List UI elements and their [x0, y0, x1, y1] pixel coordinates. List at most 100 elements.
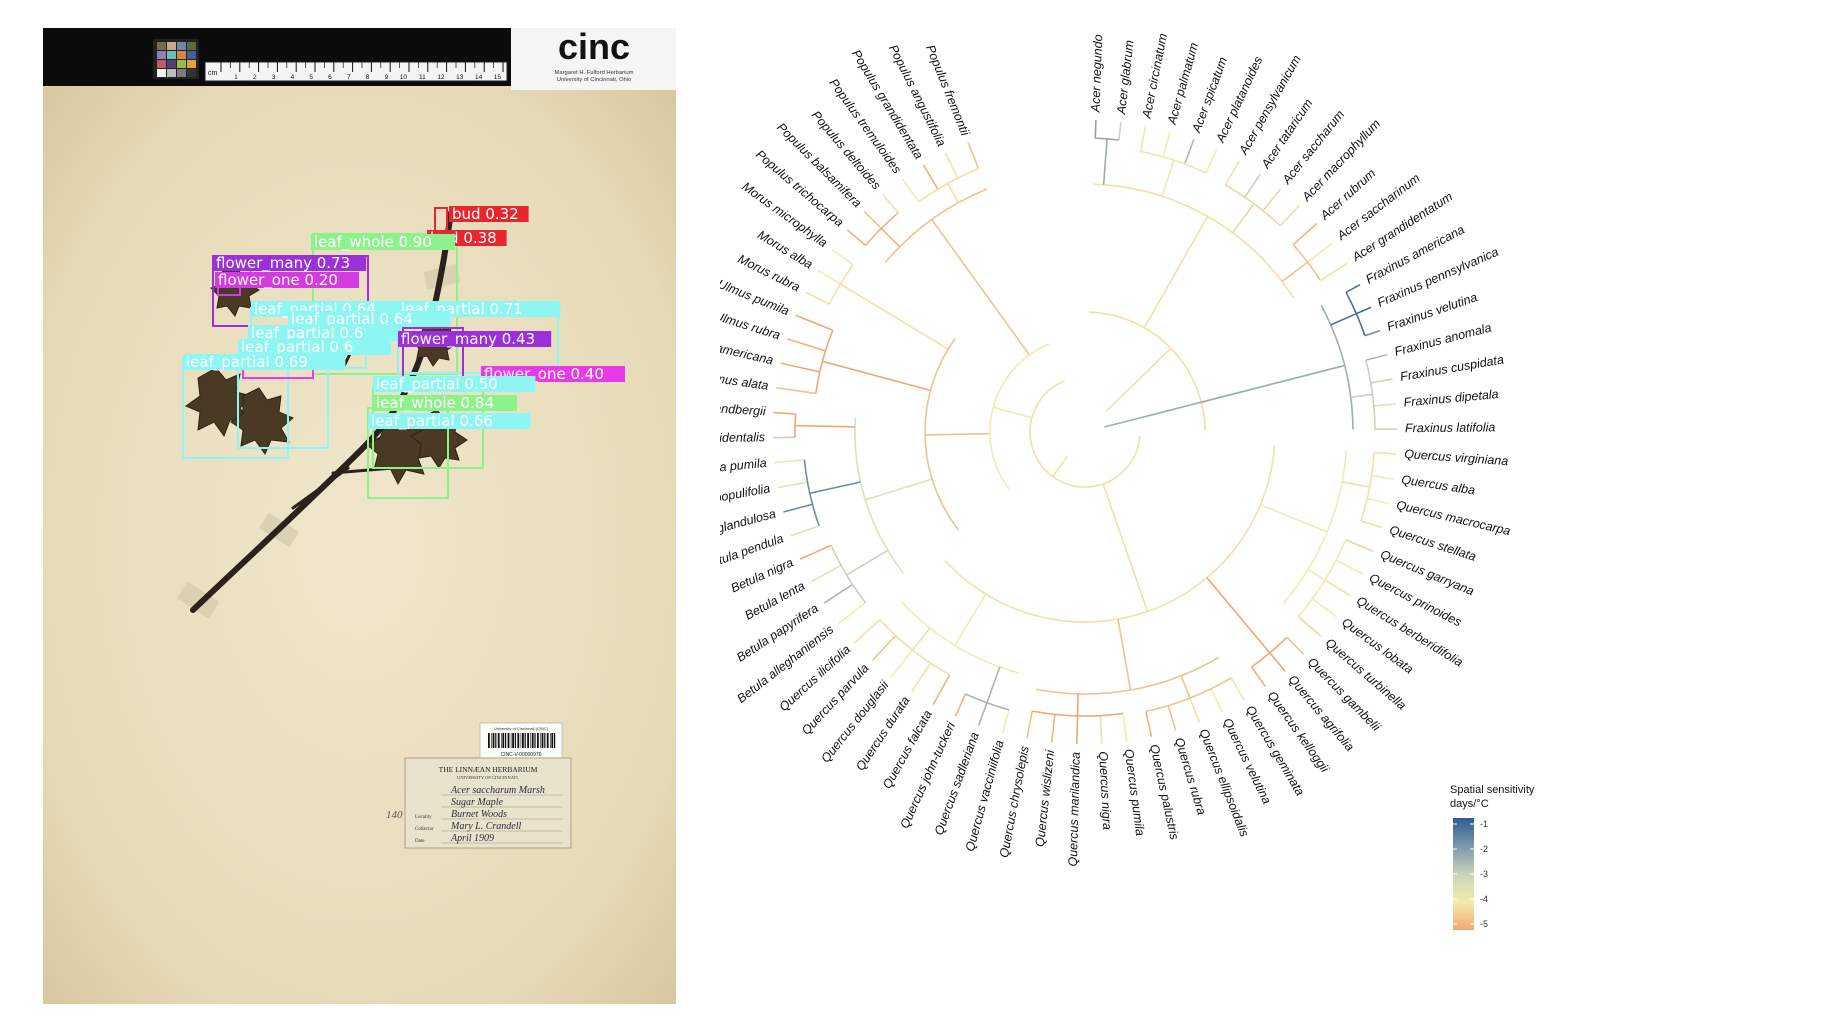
tree-branch-radial	[1105, 347, 1172, 412]
tree-branch-radial	[1374, 451, 1397, 455]
tree-branch-radial	[1161, 159, 1175, 197]
tree-branch-radial	[839, 283, 949, 350]
tree-branch-radial	[1180, 675, 1191, 699]
detection-tag: leaf_whole 0.90	[311, 233, 455, 252]
detection-label-text: flower_many 0.43	[401, 330, 535, 349]
detection-label-text: leaf_partial 0.64	[291, 310, 413, 329]
tree-branch-radial	[863, 210, 882, 229]
tree-tip-label: Ulmus rubra	[720, 309, 782, 343]
tree-branch-radial	[932, 674, 951, 705]
tree-branch-radial	[911, 627, 931, 651]
barcode-bar	[502, 733, 505, 748]
barcode-bar	[495, 733, 497, 748]
ruler-number: 12	[437, 74, 445, 81]
tree-branch-radial	[1307, 241, 1334, 263]
tree-branch-radial	[1281, 261, 1308, 283]
tree-branch-radial	[1360, 520, 1383, 529]
tree-branch-radial	[795, 424, 856, 428]
barcode-institution: University of Cincinnati (CINC)	[494, 726, 549, 731]
tree-branch-radial	[1260, 503, 1328, 533]
tree-tip-labels: Acer negundo Acer glabrum Acer circinatum A…	[720, 32, 1512, 867]
barcode-bar	[550, 733, 551, 748]
tree-branch-radial	[1162, 131, 1171, 158]
barcode-bar	[517, 733, 520, 748]
tree-branch-radial	[1342, 481, 1370, 488]
tree-branch-radial	[1367, 497, 1389, 505]
tree-branches	[773, 120, 1398, 744]
tree-branch-radial	[783, 503, 813, 513]
tree-branch-radial	[1269, 652, 1286, 672]
tree-branch-arc	[1345, 291, 1366, 337]
barcode-bar	[544, 733, 546, 748]
tree-branch-radial	[1167, 705, 1177, 731]
tree-branch-radial	[795, 314, 834, 331]
tree-branch-radial	[817, 269, 841, 285]
tree-tip-label: Betula occidentalis	[720, 430, 765, 446]
detection-tag: flower_many 0.43	[398, 330, 552, 349]
tree-branch-radial	[1183, 139, 1195, 165]
tree-branch-radial	[901, 178, 920, 203]
barcode-bar	[527, 733, 529, 748]
tree-branch-radial	[890, 649, 914, 678]
barcode-bar	[505, 733, 507, 748]
detection-label-text: leaf_partial 0.6	[241, 338, 353, 357]
barcode-bar	[507, 733, 510, 748]
detection-tag: leaf_partial 0.66	[368, 412, 531, 431]
barcode-bar	[510, 733, 512, 748]
ruler-number: 7	[347, 74, 351, 81]
tree-branch-radial	[944, 152, 959, 179]
ruler-unit: cm	[208, 70, 218, 77]
barcode-label: University of Cincinnati (CINC) CINC-V-0…	[479, 722, 563, 760]
tree-branch-radial	[1189, 697, 1201, 723]
tree-branch-radial	[1139, 125, 1147, 152]
tree-branch-radial	[911, 662, 932, 692]
phylogenetic-tree-chart: Acer negundo Acer glabrum Acer circinatum A…	[720, 32, 1535, 930]
tree-branch-radial	[1094, 120, 1097, 139]
tree-branch-radial	[822, 360, 931, 392]
barcode-bar	[497, 733, 500, 748]
tree-branch-radial	[1118, 122, 1122, 141]
barcode-bar	[541, 733, 544, 748]
detection-tag: bud 0.32	[449, 205, 529, 223]
tree-tip-label: Populus deltoides	[809, 108, 884, 192]
institution-line-2: University of Cincinnati, Ohio	[557, 77, 631, 83]
barcode-bar	[531, 733, 534, 748]
tree-branch-radial	[1205, 148, 1218, 174]
tree-tip-label: Quercus pumila	[1122, 748, 1148, 837]
tree-branch-radial	[823, 583, 853, 604]
color-checker-card	[153, 39, 199, 79]
tree-branch-radial	[931, 219, 1031, 356]
tree-branch-radial	[1102, 483, 1149, 612]
tree-branch-radial	[1145, 711, 1153, 737]
legend-title: Spatial sensitivity	[1450, 784, 1535, 796]
detection-label-text: leaf_partial 0.6	[251, 324, 363, 343]
tree-branch-radial	[1206, 577, 1271, 654]
tree-branch-radial	[1099, 715, 1103, 744]
barcode-bar	[551, 733, 554, 748]
ruler-number: 6	[328, 74, 332, 81]
tree-branch-radial	[986, 666, 1001, 704]
detection-tag: leaf_partial 0.6	[238, 338, 392, 357]
tree-branch-radial	[773, 411, 796, 415]
tree-branch-radial	[1355, 306, 1372, 315]
tree-branch-radial	[1307, 568, 1326, 581]
ruler-number: 1	[234, 74, 238, 81]
tree-branch-radial	[1371, 474, 1394, 480]
legend-tick-label: -5	[1480, 919, 1488, 929]
barcode-bar	[546, 733, 549, 748]
tree-tip-label: Quercus douglasii	[818, 677, 892, 765]
tree-branch-arc	[1320, 305, 1354, 430]
tree-tip-label: Acer glabrum	[1114, 39, 1137, 115]
tree-tip-label: Ulmus alata	[720, 370, 769, 393]
tree-branch-radial	[1052, 455, 1069, 477]
tree-branch-radial	[1330, 312, 1357, 326]
tree-tip-label: Fraxinus cuspidata	[1399, 352, 1505, 384]
tree-tip-label: Quercus palustris	[1147, 743, 1181, 841]
tree-branch-radial	[831, 248, 854, 266]
tree-branch-radial	[1076, 693, 1079, 716]
barcode-bar	[522, 733, 524, 748]
detection-label-text: bud 0.32	[452, 205, 519, 223]
label-field-value: Burnet Woods	[451, 809, 507, 820]
tree-branch-radial	[864, 478, 933, 501]
tree-branch-arc	[864, 212, 899, 246]
